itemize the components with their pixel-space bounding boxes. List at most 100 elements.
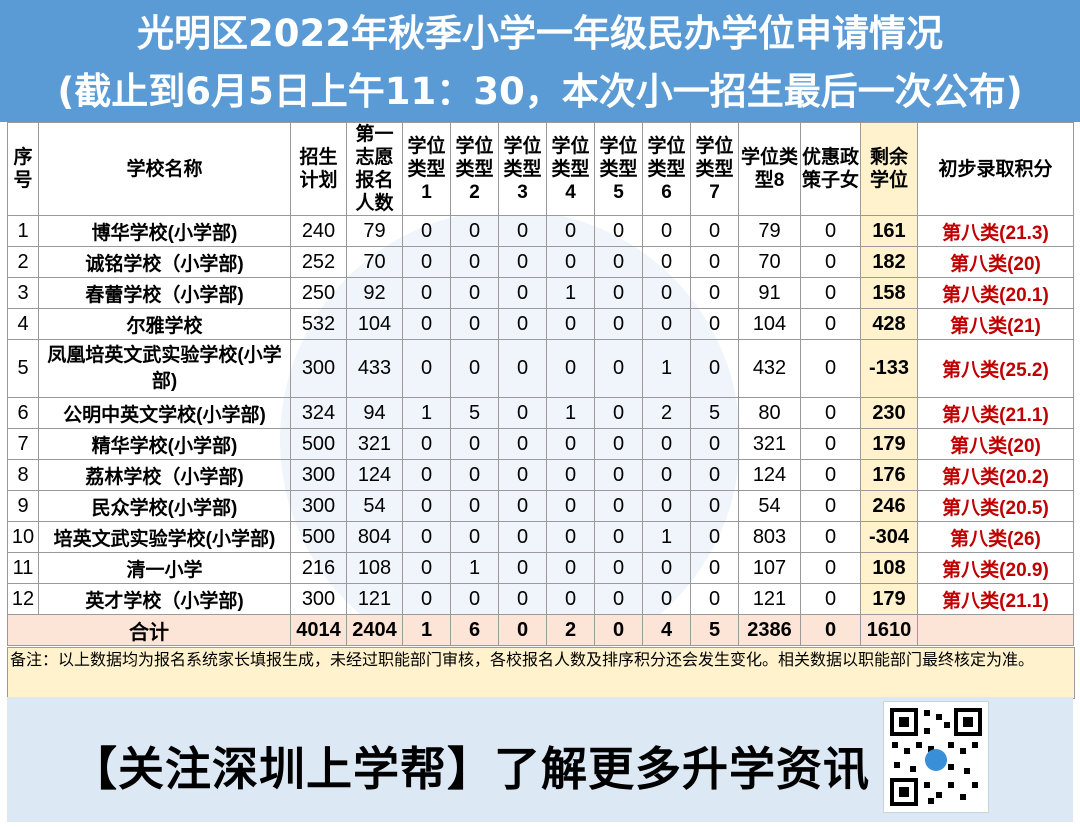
cell-plan: 532: [290, 308, 347, 340]
cell-pref: 0: [800, 339, 861, 398]
cell-t5: 0: [594, 428, 643, 460]
cell-first: 321: [346, 428, 403, 460]
title-line-1: 光明区2022年秋季小学一年级民办学位申请情况: [137, 12, 943, 55]
cell-t1: 0: [402, 246, 451, 278]
title-line-2: (截止到6月5日上午11：30，本次小一招生最后一次公布): [57, 70, 1023, 113]
cell-score: 第八类(20.2): [917, 459, 1074, 491]
cell-t5: 0: [594, 397, 643, 429]
cell-t2: 0: [450, 490, 499, 522]
cell-score: 第八类(21): [917, 308, 1074, 340]
cell-t2: 0: [450, 339, 499, 398]
cell-remain: 182: [860, 246, 918, 278]
cell-t8: 70: [738, 246, 801, 278]
cell-plan: 300: [290, 339, 347, 398]
table-row: 7 精华学校(小学部) 500 321 0 0 0 0 0 0 0 321 0 179 第八类(20): [7, 428, 1074, 460]
table-row: 8 荔林学校（小学部) 300 124 0 0 0 0 0 0 0 124 0 176 第八类(20.2): [7, 459, 1074, 491]
cell-t8: 79: [738, 215, 801, 247]
header-cell: 招生计划: [290, 122, 347, 216]
row-number: 12: [7, 583, 39, 615]
header-cell: 学位类型7: [690, 122, 739, 216]
cell-t6: 1: [642, 339, 691, 398]
cell-t7: 5: [690, 397, 739, 429]
cell-remain: 176: [860, 459, 918, 491]
cell-t7: 0: [690, 583, 739, 615]
cell-plan: 500: [290, 428, 347, 460]
cell-t4: 0: [546, 215, 595, 247]
cell-t2: 0: [450, 521, 499, 553]
table-row: 11 清一小学 216 108 0 1 0 0 0 0 0 107 0 108 第八类(20.9): [7, 552, 1074, 584]
total-score: [917, 614, 1074, 646]
cell-first: 92: [346, 277, 403, 309]
header-cell: 学位类型4: [546, 122, 595, 216]
footer-slogan: 【关注深圳上学帮】了解更多升学资讯: [71, 742, 870, 796]
table-row: 9 民众学校(小学部) 300 54 0 0 0 0 0 0 0 54 0 246 第八类(20.5): [7, 490, 1074, 522]
cell-t5: 0: [594, 215, 643, 247]
cell-pref: 0: [800, 583, 861, 615]
cell-remain: -133: [860, 339, 918, 398]
cell-t6: 0: [642, 583, 691, 615]
cell-remain: 246: [860, 490, 918, 522]
header-cell: 序号: [7, 122, 39, 216]
row-number: 8: [7, 459, 39, 491]
row-number: 7: [7, 428, 39, 460]
school-name: 培英文武实验学校(小学部): [38, 521, 291, 553]
row-number: 9: [7, 490, 39, 522]
cell-t6: 0: [642, 459, 691, 491]
row-number: 1: [7, 215, 39, 247]
cell-plan: 300: [290, 459, 347, 491]
cell-t1: 0: [402, 277, 451, 309]
cell-t5: 0: [594, 308, 643, 340]
cell-remain: 179: [860, 428, 918, 460]
cell-pref: 0: [800, 459, 861, 491]
cell-plan: 250: [290, 277, 347, 309]
cell-remain: 161: [860, 215, 918, 247]
total-plan: 4014: [290, 614, 347, 646]
cell-t2: 0: [450, 215, 499, 247]
cell-t6: 0: [642, 428, 691, 460]
cell-remain: 428: [860, 308, 918, 340]
school-name: 博华学校(小学部): [38, 215, 291, 247]
cell-t6: 0: [642, 552, 691, 584]
title-banner: 光明区2022年秋季小学一年级民办学位申请情况 (截止到6月5日上午11：30，…: [0, 0, 1080, 122]
cell-t3: 0: [498, 277, 547, 309]
header-cell: 学位类型1: [402, 122, 451, 216]
table-row: 6 公明中英文学校(小学部) 324 94 1 5 0 1 0 2 5 80 0 230 第八类(21.1): [7, 397, 1074, 429]
qr-code-icon: [883, 701, 989, 813]
cell-first: 124: [346, 459, 403, 491]
cell-t1: 0: [402, 339, 451, 398]
school-name: 公明中英文学校(小学部): [38, 397, 291, 429]
cell-first: 79: [346, 215, 403, 247]
header-cell: 第一志愿报名人数: [346, 122, 403, 216]
cell-t3: 0: [498, 397, 547, 429]
cell-pref: 0: [800, 521, 861, 553]
cell-score: 第八类(20.5): [917, 490, 1074, 522]
cell-t2: 1: [450, 552, 499, 584]
cell-t8: 432: [738, 339, 801, 398]
cell-t8: 91: [738, 277, 801, 309]
row-number: 6: [7, 397, 39, 429]
cell-t8: 803: [738, 521, 801, 553]
total-t2: 6: [450, 614, 499, 646]
cell-t6: 2: [642, 397, 691, 429]
cell-t5: 0: [594, 459, 643, 491]
total-t1: 1: [402, 614, 451, 646]
cell-t8: 121: [738, 583, 801, 615]
total-t4: 2: [546, 614, 595, 646]
table-row: 10 培英文武实验学校(小学部) 500 804 0 0 0 0 0 1 0 803 0 -304 第八类(…: [7, 521, 1074, 553]
cell-plan: 240: [290, 215, 347, 247]
cell-pref: 0: [800, 215, 861, 247]
cell-t1: 1: [402, 397, 451, 429]
cell-t7: 0: [690, 339, 739, 398]
cell-pref: 0: [800, 428, 861, 460]
header-cell: 学位类型3: [498, 122, 547, 216]
header-cell: 学校名称: [38, 122, 291, 216]
cell-pref: 0: [800, 552, 861, 584]
cell-t7: 0: [690, 277, 739, 309]
cell-t5: 0: [594, 552, 643, 584]
header-cell: 优惠政策子女: [800, 122, 861, 216]
cell-first: 108: [346, 552, 403, 584]
header-cell: 学位类型2: [450, 122, 499, 216]
cell-t7: 0: [690, 308, 739, 340]
cell-t4: 0: [546, 428, 595, 460]
cell-score: 第八类(21.3): [917, 215, 1074, 247]
